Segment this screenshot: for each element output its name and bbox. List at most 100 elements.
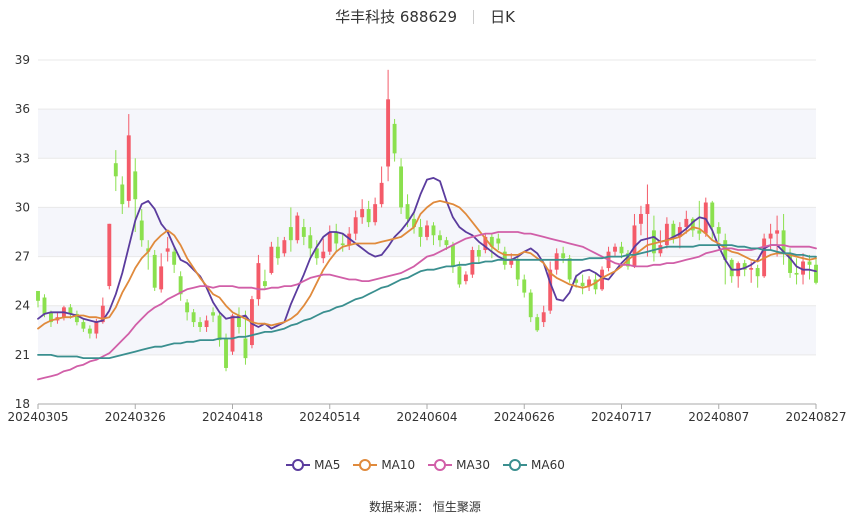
candle-body [489,236,494,247]
candle-body [619,246,624,254]
candle-body [496,238,501,244]
candle-body [438,235,442,241]
candle-body [256,263,261,300]
candle-body [755,268,760,277]
candle-body [515,259,520,280]
candle-body [677,227,682,237]
candle-body [288,227,293,241]
y-tick-label: 21 [15,348,30,362]
legend-item-ma10[interactable]: MA10 [352,458,415,472]
legend-marker-icon [353,459,378,471]
candle-body [431,225,436,236]
legend-label: MA60 [531,458,565,472]
y-tick-label: 39 [15,53,30,67]
candle-body [794,272,799,275]
candle-body [36,290,40,301]
y-tick-label: 24 [15,299,30,313]
x-tick-label: 20240807 [688,410,749,424]
candle-body [178,276,183,295]
candle-body [418,227,423,237]
x-tick-label: 20240305 [7,410,68,424]
candle-body [334,232,339,244]
candle-body [340,243,345,246]
stock-name: 华丰科技 688629 [335,8,458,26]
candle-body [308,235,313,249]
candle-body [211,312,215,316]
candle-body [42,297,47,314]
candle-body [327,232,332,252]
candle-body [314,248,319,259]
candle-body [165,248,170,252]
candle-body [444,240,449,246]
candle-body [450,245,455,267]
candle-body [243,338,248,359]
candle-body [295,215,300,241]
candle-body [217,315,222,341]
candle-body [237,315,241,328]
candle-body [613,246,617,252]
legend-item-ma5[interactable]: MA5 [285,458,340,472]
candle-body [100,305,105,323]
candle-body [664,223,669,246]
candle-body [522,279,527,293]
candle-body [107,223,112,287]
candle-body [645,204,650,214]
legend-marker-icon [286,459,311,471]
candle-body [321,251,326,259]
candle-body [386,99,391,167]
candle-body [360,209,365,218]
candle-body [716,227,721,234]
candle-body [146,248,151,252]
candle-body [554,253,559,270]
legend-label: MA30 [456,458,491,472]
candle-body [282,240,287,254]
candle-body [574,279,579,283]
candle-body [502,251,507,265]
y-tick-label: 36 [15,102,30,116]
candle-body [159,266,164,290]
candle-body [262,281,267,287]
candle-body [74,313,79,323]
candle-body [587,279,592,287]
x-tick-label: 20240514 [299,410,360,424]
candle-body [275,246,280,259]
candle-body [541,312,546,323]
candle-body [742,263,747,270]
candle-body [412,218,416,228]
candle-body [690,218,695,231]
candle-body [172,251,177,265]
candle-body [671,223,676,237]
legend-label: MA10 [381,458,416,472]
legend-item-ma30[interactable]: MA30 [427,458,490,472]
candle-body [509,259,514,265]
candle-body [775,230,780,234]
candle-body [768,233,773,239]
candle-body [113,163,118,177]
period-label: 日K [490,8,515,26]
candle-body [483,236,488,251]
candle-body [561,253,566,259]
ma60-line [37,244,817,360]
candle-body [198,322,203,328]
candle-body [87,328,92,334]
candle-body [710,202,715,228]
y-tick-label: 27 [15,250,30,264]
kline-chart: 18 21 24 27 30 33 36 39 20240305 20240326 20240418… [7,53,846,424]
legend-marker-icon [428,459,453,471]
candle-body [788,253,793,273]
legend-item-ma60[interactable]: MA60 [502,458,565,472]
candle-body [152,254,157,288]
y-tick-label: 18 [15,397,30,411]
candle-body [535,317,540,331]
candle-body [191,312,196,323]
candle-body [353,217,358,234]
candle-body [684,218,689,228]
candle-body [476,250,481,257]
ma30-line [37,231,817,381]
candle-body [120,184,125,205]
candle-body [204,320,209,328]
title-separator [473,10,475,24]
candle-body [139,220,144,241]
candle-body [463,274,468,282]
candle-body [399,166,404,208]
